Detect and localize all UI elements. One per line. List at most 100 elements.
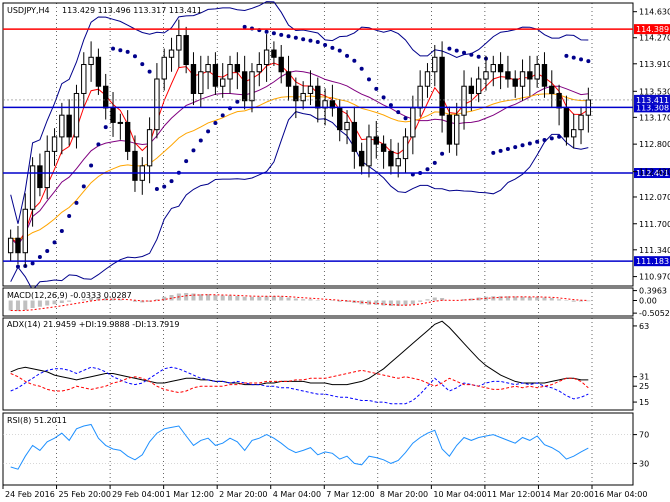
- sar-dot: [271, 31, 276, 36]
- y-tick-label: 30: [639, 459, 649, 468]
- candle-body: [234, 64, 241, 73]
- y-tick-label: 110.970: [639, 273, 670, 282]
- candle-body: [190, 64, 197, 94]
- macd-signal-line: [10, 294, 589, 312]
- sar-dot: [323, 42, 328, 47]
- candle: [44, 135, 50, 200]
- parabolic-sar: [15, 24, 591, 269]
- sar-dot: [37, 255, 42, 260]
- ema-slow-line: [10, 93, 589, 240]
- sar-dot: [235, 99, 240, 104]
- candle: [512, 70, 518, 98]
- candle: [73, 84, 80, 149]
- sar-dot: [286, 34, 291, 39]
- sar-dot: [388, 103, 393, 108]
- candle-body: [117, 121, 124, 124]
- candle: [373, 120, 379, 159]
- adx-panel-title: ADX(14) 21.9459 +DI:19.9888 -DI:13.7919: [7, 320, 179, 329]
- time-label: 25 Feb 20:00: [59, 490, 111, 499]
- sar-dot: [374, 86, 379, 91]
- y-tick-label: 113.910: [639, 60, 670, 69]
- y-tick-label: 25: [639, 382, 649, 391]
- y-tick-label: 113.170: [639, 113, 670, 122]
- sar-dot: [154, 187, 159, 192]
- sar-dot: [520, 143, 525, 148]
- sar-dot: [67, 214, 72, 219]
- candle-body: [395, 158, 401, 167]
- time-label: 2 Mar 20:00: [219, 490, 267, 499]
- level-label: 112.401: [636, 169, 669, 178]
- candle-body: [15, 237, 21, 254]
- sar-dot: [527, 141, 532, 146]
- sar-dot: [45, 249, 50, 254]
- candle: [541, 52, 548, 98]
- level-tag: [634, 102, 670, 113]
- sar-dot: [476, 54, 481, 59]
- sar-dot: [505, 146, 510, 151]
- time-label: 14 Mar 20:00: [540, 490, 593, 499]
- sar-dot: [308, 38, 313, 43]
- sar-dot: [162, 184, 167, 189]
- time-label: 24 Feb 2016: [5, 490, 55, 499]
- candle: [285, 55, 292, 101]
- sar-dot: [571, 55, 576, 60]
- candle-body: [37, 165, 43, 189]
- candle: [117, 113, 124, 140]
- candle: [527, 55, 533, 97]
- sar-dot: [440, 151, 445, 156]
- candle-body: [124, 121, 131, 152]
- candle: [578, 106, 584, 145]
- sar-dot: [315, 39, 320, 44]
- candle-body: [220, 78, 226, 87]
- candle-body: [263, 49, 270, 66]
- sar-dot: [366, 77, 371, 82]
- y-tick-label: 112.070: [639, 193, 670, 202]
- candle: [549, 70, 555, 108]
- candle: [468, 77, 475, 111]
- rsi-panel-title: RSI(8) 51.2011: [7, 416, 67, 425]
- candle-body: [527, 71, 533, 80]
- candle: [519, 59, 526, 101]
- candle: [124, 110, 131, 161]
- level-tag: [634, 168, 670, 179]
- candle-body: [417, 85, 423, 109]
- sar-dot: [462, 50, 467, 55]
- candle-body: [307, 85, 314, 94]
- candle-body: [337, 107, 343, 131]
- candle-body: [205, 64, 211, 73]
- candle: [234, 52, 241, 90]
- rsi-line: [3, 423, 633, 470]
- candle: [212, 52, 219, 95]
- sar-dot: [381, 95, 386, 100]
- candle: [15, 225, 21, 265]
- candle-body: [315, 85, 321, 109]
- candle: [263, 34, 270, 82]
- adx-panel-frame: [2, 317, 634, 411]
- candle-body: [285, 71, 292, 87]
- sar-dot: [184, 159, 189, 164]
- candle-body: [95, 56, 102, 87]
- time-label: 11 Mar 12:00: [487, 490, 540, 499]
- bollinger-lower: [10, 111, 589, 291]
- sar-dot: [403, 116, 408, 121]
- candle: [278, 44, 284, 84]
- candle: [154, 63, 160, 139]
- sar-dot: [242, 24, 247, 29]
- sar-dot: [513, 145, 518, 150]
- bollinger-bands: [10, 1, 589, 291]
- rsi-y-axis: 70 30: [633, 431, 649, 468]
- y-tick-label: 0.3963: [639, 287, 667, 296]
- candle-body: [161, 56, 167, 80]
- sar-dot: [535, 139, 540, 144]
- candle-body: [256, 64, 262, 73]
- bollinger-upper: [10, 1, 589, 224]
- y-tick-label: 113.530: [639, 87, 670, 96]
- sar-dot: [542, 138, 547, 143]
- sar-dot: [432, 160, 437, 165]
- candle-body: [132, 150, 138, 181]
- candle: [475, 66, 482, 103]
- current-price-tag: [634, 94, 670, 105]
- candle: [439, 41, 445, 133]
